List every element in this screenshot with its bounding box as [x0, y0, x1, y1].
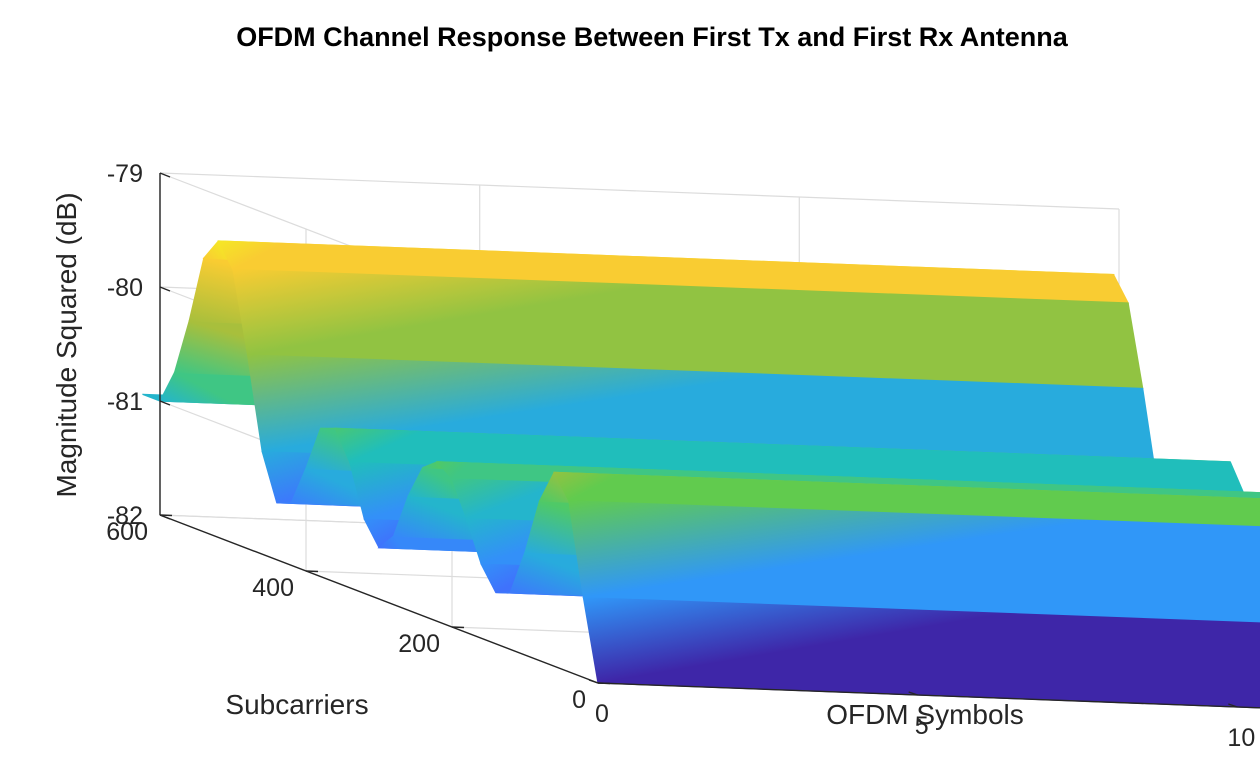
tick-labels: 0510150200400600-82-81-80-79 [106, 160, 1255, 752]
z-axis-label: Magnitude Squared (dB) [51, 192, 82, 497]
z-tick [159, 400, 171, 406]
x-tick [1228, 703, 1238, 708]
surface-plot [142, 240, 1260, 709]
z-tick-label: -82 [107, 502, 143, 530]
x-tick-label: 10 [1227, 724, 1255, 752]
z-tick-label: -81 [107, 388, 143, 416]
y-tick-label: 600 [106, 518, 148, 546]
x-tick [908, 691, 918, 696]
y-tick-label: 0 [572, 686, 586, 714]
y-tick [597, 682, 611, 685]
y-axis-line [159, 514, 599, 684]
chart-title: OFDM Channel Response Between First Tx a… [236, 22, 1069, 52]
z-tick-label: -79 [107, 160, 143, 188]
z-tick [159, 514, 171, 520]
y-tick [305, 570, 319, 573]
axes [159, 172, 1260, 709]
x-tick-label: 0 [595, 700, 609, 728]
x-axis-line [597, 682, 1260, 709]
y-tick [451, 626, 465, 629]
x-tick-label: 5 [915, 712, 929, 740]
y-tick-label: 400 [252, 574, 294, 602]
x-axis-label: OFDM Symbols [826, 699, 1024, 730]
z-tick-label: -80 [107, 274, 143, 302]
y-tick-label: 200 [398, 630, 440, 658]
x-tick [588, 679, 599, 684]
z-tick [159, 172, 171, 178]
z-tick [159, 286, 171, 292]
y-axis-label: Subcarriers [225, 689, 368, 720]
